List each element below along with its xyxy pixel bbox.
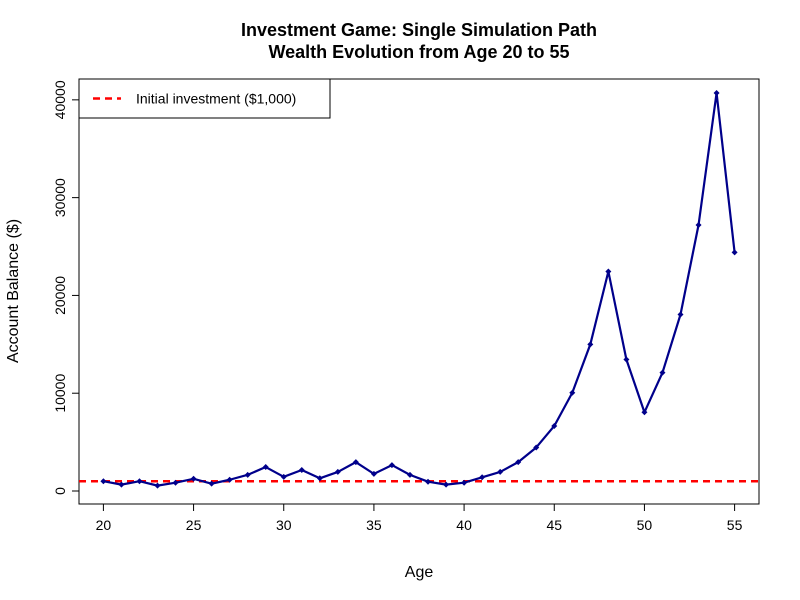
data-point-age-27 — [226, 476, 233, 483]
data-point-age-22 — [136, 478, 143, 485]
data-point-age-31 — [298, 466, 305, 473]
x-tick-label-25: 25 — [186, 517, 202, 533]
data-point-age-41 — [479, 474, 486, 481]
data-point-age-43 — [515, 459, 522, 466]
x-tick-label-20: 20 — [96, 517, 112, 533]
data-point-age-38 — [425, 478, 432, 485]
data-point-age-51 — [659, 369, 666, 376]
x-tick-label-50: 50 — [637, 517, 653, 533]
series-group — [100, 90, 738, 489]
data-point-age-34 — [352, 459, 359, 466]
data-point-age-26 — [208, 480, 215, 487]
x-axis-label: Age — [405, 564, 434, 581]
data-point-age-30 — [280, 473, 287, 480]
data-point-age-54 — [713, 90, 720, 96]
data-point-age-29 — [262, 464, 269, 471]
chart-subtitle: Wealth Evolution from Age 20 to 55 — [268, 42, 569, 62]
chart-title: Investment Game: Single Simulation Path — [241, 20, 597, 40]
data-point-age-50 — [641, 409, 648, 416]
data-point-age-40 — [461, 479, 468, 486]
y-axis: 0 10000 20000 30000 40000 — [52, 80, 79, 495]
y-tick-label-20000: 20000 — [52, 276, 68, 315]
x-tick-label-55: 55 — [727, 517, 743, 533]
data-point-age-33 — [334, 468, 341, 475]
legend-entry-initial-investment: Initial investment ($1,000) — [136, 91, 296, 107]
x-axis: 20 25 30 35 40 45 50 55 — [96, 504, 743, 533]
x-tick-label-45: 45 — [546, 517, 562, 533]
data-point-age-45 — [551, 422, 558, 429]
x-tick-label-40: 40 — [456, 517, 472, 533]
data-point-age-47 — [587, 341, 594, 348]
data-point-age-48 — [605, 268, 612, 275]
data-point-age-46 — [569, 389, 576, 396]
data-point-age-21 — [118, 481, 125, 488]
plot-frame — [78, 78, 760, 505]
x-tick-label-35: 35 — [366, 517, 382, 533]
y-tick-label-30000: 30000 — [52, 178, 68, 217]
data-point-age-44 — [533, 444, 540, 451]
x-tick-label-30: 30 — [276, 517, 292, 533]
series-line-0 — [103, 91, 736, 487]
y-axis-label: Account Balance ($) — [5, 219, 22, 363]
data-point-age-23 — [154, 482, 161, 489]
data-point-age-49 — [623, 356, 630, 363]
y-tick-label-40000: 40000 — [52, 80, 68, 119]
data-point-age-53 — [695, 222, 702, 229]
data-point-age-36 — [388, 462, 395, 469]
data-point-age-55 — [731, 249, 738, 256]
data-point-age-35 — [370, 470, 377, 477]
legend: Initial investment ($1,000) — [78, 78, 331, 119]
y-tick-label-0: 0 — [52, 487, 68, 495]
y-tick-label-10000: 10000 — [52, 374, 68, 413]
data-point-age-42 — [497, 468, 504, 475]
data-point-age-37 — [406, 471, 413, 478]
data-point-age-28 — [244, 471, 251, 478]
data-point-age-24 — [172, 479, 179, 486]
data-point-age-20 — [100, 478, 107, 485]
data-point-age-25 — [190, 475, 197, 482]
data-point-age-39 — [443, 481, 450, 488]
data-point-age-32 — [316, 475, 323, 482]
data-point-age-52 — [677, 311, 684, 318]
